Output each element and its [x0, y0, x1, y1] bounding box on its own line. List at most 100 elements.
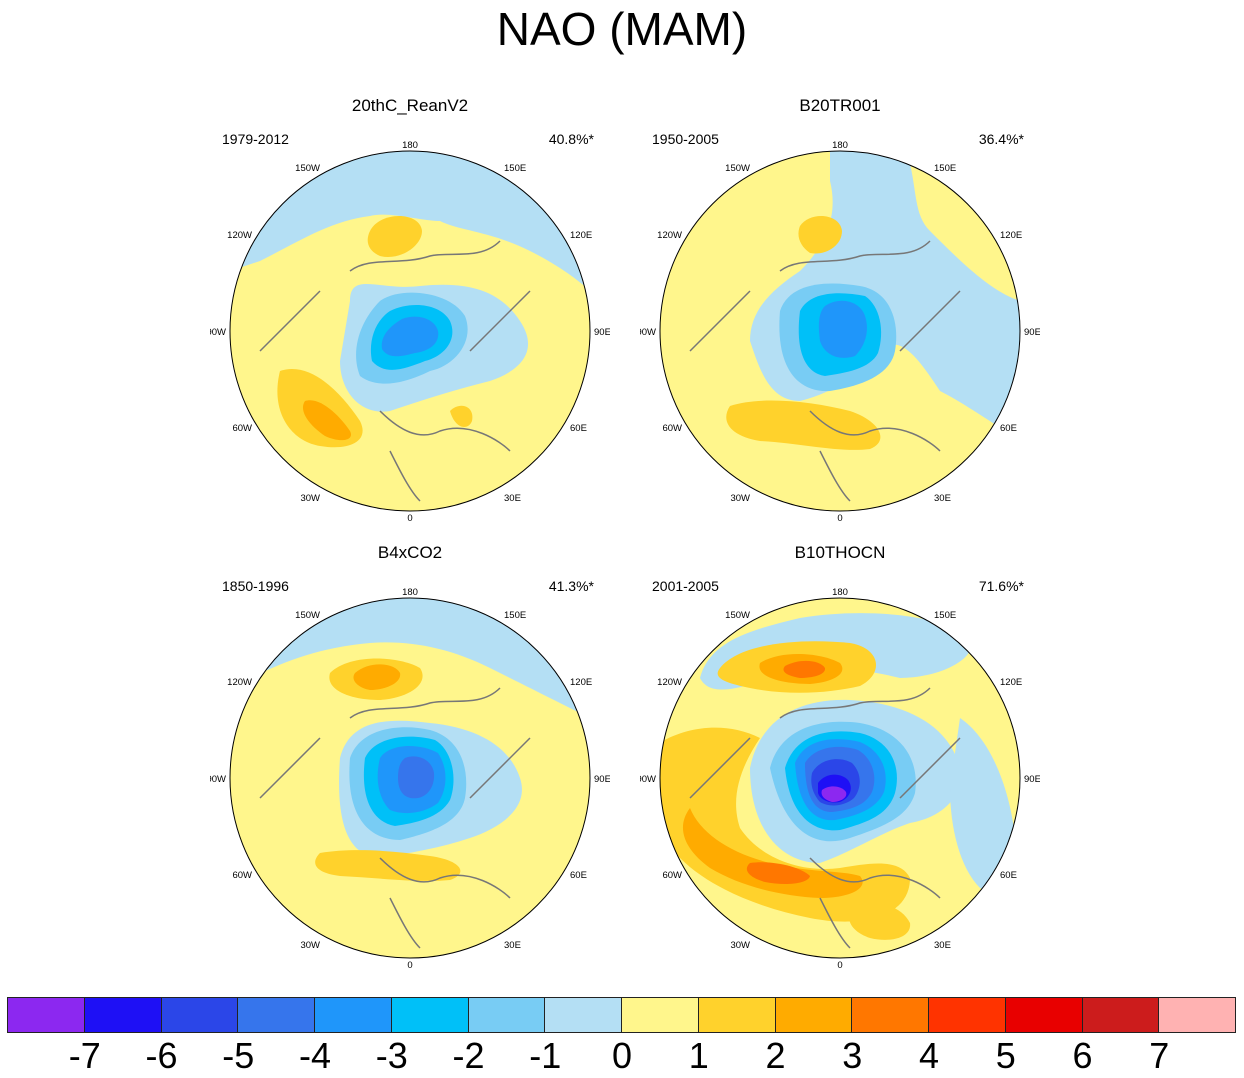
- colorbar-swatch: [467, 997, 546, 1033]
- lon-label: 180: [832, 588, 848, 598]
- map-panel-4: B10THOCN 2001-2005 71.6%* 180 15: [630, 543, 1050, 973]
- colorbar-swatch: [83, 997, 162, 1033]
- positive-anomaly-region: [798, 215, 842, 254]
- colorbar-label: 3: [842, 1035, 863, 1076]
- positive-anomaly-region: [726, 400, 881, 450]
- colorbar-label: 6: [1072, 1035, 1093, 1076]
- polar-map: 180 150W 150E 120W 120E 90W 90E 60W 60E …: [640, 141, 1040, 521]
- lon-label: 30W: [730, 940, 750, 951]
- colorbar-swatch: [621, 997, 699, 1033]
- lon-label: 180: [402, 141, 418, 151]
- colorbar-swatch: [1004, 997, 1083, 1033]
- map-panel-3: B4xCO2 1850-1996 41.3%* 180 150W 150E 12…: [200, 543, 620, 973]
- lon-label: 120W: [227, 230, 252, 241]
- positive-anomaly-region: [353, 664, 401, 690]
- lon-label: 60W: [232, 870, 252, 881]
- lon-label: 0: [407, 513, 412, 521]
- coastline: [259, 240, 531, 502]
- negative-anomaly-region: [398, 756, 435, 799]
- colorbar-label: 7: [1149, 1035, 1170, 1076]
- colorbar-labels: -7 -6 -5 -4 -3 -2 -1 0 1 2 3 4 5 6 7: [8, 1036, 1236, 1078]
- lon-label: 30E: [504, 940, 521, 951]
- lon-label: 120E: [570, 677, 592, 688]
- lon-label: 90W: [210, 327, 226, 338]
- positive-anomaly-region: [302, 400, 351, 441]
- figure-title: NAO (MAM): [496, 3, 748, 55]
- coastline: [689, 687, 961, 949]
- lon-label: 60E: [1000, 423, 1017, 434]
- lon-label: 30E: [934, 493, 951, 504]
- panel-percent: 41.3%*: [548, 578, 594, 594]
- lon-label: 30E: [934, 940, 951, 951]
- colorbar-label: -4: [298, 1035, 332, 1076]
- negative-anomaly-region: [381, 316, 439, 357]
- negative-anomaly-region: [818, 300, 867, 358]
- lon-label: 150E: [504, 610, 526, 621]
- panel-percent: 40.8%*: [548, 131, 594, 147]
- colorbar-label: -1: [529, 1035, 562, 1076]
- lon-label: 150W: [295, 163, 320, 174]
- map-boundary: [229, 597, 591, 959]
- lon-label: 120E: [570, 230, 592, 241]
- lon-label: 180: [402, 588, 418, 598]
- lon-label: 30W: [730, 493, 750, 504]
- map-boundary: [659, 597, 1021, 959]
- lon-label: 0: [837, 513, 842, 521]
- lon-label: 150W: [725, 163, 750, 174]
- lon-label: 90W: [640, 327, 656, 338]
- colorbar-label: -5: [222, 1035, 255, 1076]
- panel-title: B4xCO2: [377, 543, 443, 562]
- lon-label: 60E: [1000, 870, 1017, 881]
- colorbar-label: -6: [145, 1035, 178, 1076]
- lon-label: 150W: [725, 610, 750, 621]
- map-panel-1: 20thC_ReanV2 1979-2012 40.8%* 180 150W 1…: [200, 96, 620, 526]
- panel-title: B10THOCN: [794, 543, 886, 562]
- colorbar-swatch: [928, 997, 1006, 1033]
- lon-label: 0: [837, 960, 842, 968]
- colorbar-label: 1: [688, 1035, 709, 1076]
- colorbar-swatch: [7, 997, 85, 1033]
- lon-label: 90W: [210, 774, 226, 785]
- coastline: [689, 240, 961, 502]
- panel-years: 1950-2005: [652, 131, 719, 147]
- colorbar-swatch: [1158, 997, 1236, 1033]
- lon-label: 60W: [662, 870, 682, 881]
- polar-map: 180 150W 150E 120W 120E 90W 90E 60W 60E …: [640, 588, 1040, 968]
- lon-label: 90E: [1024, 774, 1040, 785]
- panel-title: 20thC_ReanV2: [351, 96, 469, 115]
- map-boundary: [229, 150, 591, 512]
- lon-label: 30W: [300, 493, 320, 504]
- lon-label: 30W: [300, 940, 320, 951]
- polar-map: 180 150W 150E 120W 120E 90W 90E 60W 60E …: [210, 588, 610, 968]
- colorbar-label: -2: [452, 1035, 485, 1076]
- panel-years: 1850-1996: [222, 578, 289, 594]
- lon-label: 120W: [657, 230, 682, 241]
- colorbar-swatch: [851, 997, 929, 1033]
- positive-anomaly-region: [848, 903, 911, 940]
- lon-label: 30E: [504, 493, 521, 504]
- positive-anomaly-region: [783, 660, 826, 678]
- lon-label: 150W: [295, 610, 320, 621]
- lon-label: 120W: [227, 677, 252, 688]
- lon-label: 150E: [934, 610, 956, 621]
- colorbar-swatch: [314, 997, 392, 1033]
- lon-label: 120E: [1000, 230, 1022, 241]
- lon-label: 90E: [594, 327, 610, 338]
- positive-anomaly-region: [682, 808, 863, 898]
- colorbar-label: -7: [68, 1035, 101, 1076]
- panel-title: B20TR001: [799, 96, 881, 115]
- lon-label: 60E: [570, 870, 587, 881]
- map-panel-2: B20TR001 1950-2005 36.4%* 180 150W 150E …: [630, 96, 1050, 526]
- colorbar-label: 2: [765, 1035, 786, 1076]
- colorbar-label: -3: [375, 1035, 408, 1076]
- colorbar-label: 5: [995, 1035, 1016, 1076]
- coastline: [259, 687, 531, 949]
- lon-label: 120E: [1000, 677, 1022, 688]
- lon-label: 90W: [640, 774, 656, 785]
- colorbar-label: 4: [918, 1035, 940, 1076]
- lon-label: 60W: [662, 423, 682, 434]
- panel-years: 1979-2012: [222, 131, 289, 147]
- colorbar-swatch: [544, 997, 622, 1033]
- panel-years: 2001-2005: [652, 578, 719, 594]
- colorbar-swatch: [160, 997, 239, 1033]
